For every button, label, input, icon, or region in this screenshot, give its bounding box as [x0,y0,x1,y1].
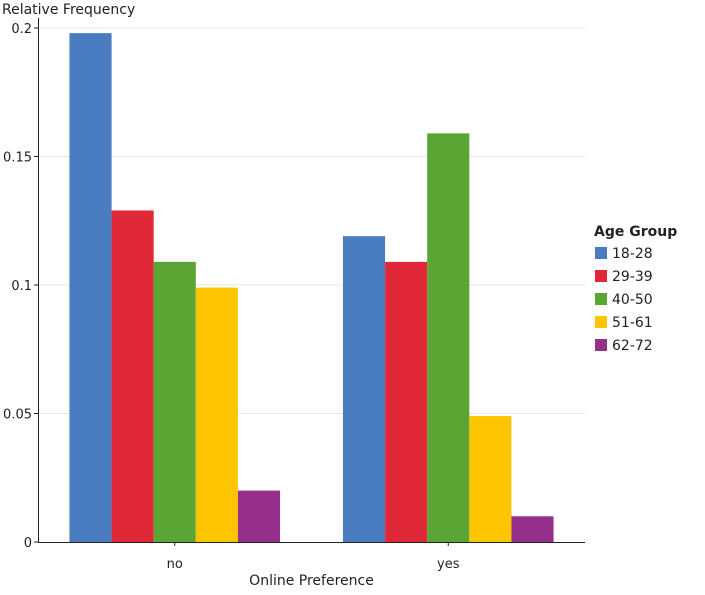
legend-label: 62-72 [612,338,653,354]
legend-title: Age Group [594,224,677,240]
y-tick-label: 0.05 [3,408,32,423]
bar-51-61-no [195,287,238,542]
y-axis-title: Relative Frequency [2,2,135,18]
bar-40-50-yes [427,133,470,542]
y-tick-label: 0 [24,536,32,551]
legend-label: 51-61 [612,315,653,331]
bar-18-28-yes [342,236,386,543]
axes [38,18,585,543]
bar-62-72-yes [511,516,554,542]
y-tick-label: 0.1 [11,279,32,294]
legend-label: 29-39 [612,269,653,285]
bar-62-72-no [237,490,281,542]
legend-items: 18-28 29-39 40-50 51-61 62-72 [595,246,653,354]
bar-40-50-no [153,261,196,542]
legend: Age Group 18-28 29-39 40-50 51-61 62-72 [594,224,677,354]
legend-label: 18-28 [612,246,653,262]
y-tick-label: 0.15 [3,151,32,166]
legend-swatch [595,247,607,259]
legend-swatch [595,293,607,305]
bar-29-39-yes [385,261,428,542]
x-axis-title: Online Preference [249,573,374,589]
bar-18-28-no [69,33,112,542]
legend-label: 40-50 [612,292,653,308]
x-tick-label: no [167,557,183,572]
legend-swatch [595,339,607,351]
x-tick-label: yes [437,557,460,572]
legend-swatch [595,270,607,282]
bars [69,33,554,543]
tick-labels: 0 0.05 0.1 0.15 0.2 no yes [3,22,460,572]
bar-51-61-yes [469,416,512,542]
legend-swatch [595,316,607,328]
y-tick-label: 0.2 [11,22,32,37]
bar-29-39-no [111,210,154,542]
